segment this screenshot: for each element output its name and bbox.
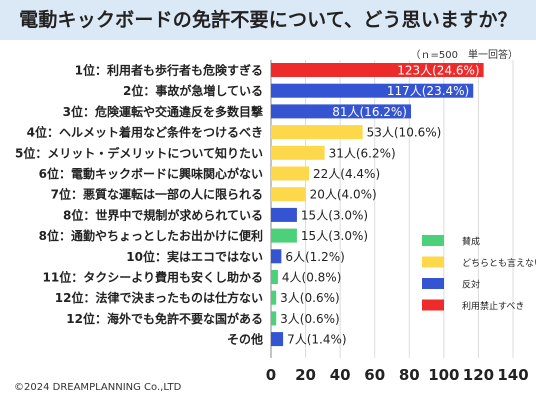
legend-label: 賛成 — [462, 236, 480, 248]
bar — [271, 63, 484, 77]
value-label: 3人(0.6%) — [280, 312, 340, 326]
bar — [271, 125, 363, 140]
bar — [271, 166, 310, 181]
category-label: 4位：ヘルメット着用など条件をつけるべき — [27, 125, 263, 140]
legend-swatch — [422, 278, 444, 289]
bar — [271, 270, 278, 284]
bar — [271, 104, 412, 119]
value-label: 81人(16.2%) — [332, 105, 407, 119]
category-label: 8位：通勤やちょっとしたお出かけに便利 — [39, 228, 263, 243]
x-tick-label: 40 — [330, 366, 351, 384]
bars-group — [271, 63, 484, 347]
bar — [271, 332, 284, 347]
value-labels: 123人(24.6%) 117人(23.4%) 81人(16.2%) 53人(10.6… — [280, 64, 479, 347]
value-label: 15人(3.0%) — [301, 229, 368, 243]
value-label: 31人(6.2%) — [329, 146, 396, 160]
x-tick-label: 20 — [295, 366, 316, 384]
category-label: 2位：事故が急増している — [123, 83, 263, 98]
category-label: 11位：タクシーより費用も安くし助かる — [43, 270, 263, 285]
x-tick-label: 0 — [266, 366, 276, 384]
value-label: 117人(23.4%) — [387, 84, 469, 98]
chart-title: 電動キックボードの免許不要について、どう思いますか？ — [19, 9, 517, 31]
value-label: 53人(10.6%) — [367, 126, 442, 140]
x-tick-label: 140 — [497, 366, 528, 384]
copyright-text: ©2024 DREAMPLANNING Co.,LTD — [14, 382, 182, 393]
category-label: 7位：悪質な運転は一部の人に限られる — [51, 187, 263, 202]
x-tick-labels: 0 20 40 60 80 100 120 140 — [266, 366, 529, 384]
category-label: 6位：電動キックボードに興味関心がない — [39, 166, 263, 181]
category-label: 12位：海外でも免許不要な国がある — [66, 311, 263, 326]
bar — [271, 187, 306, 202]
value-label: 123人(24.6%) — [397, 64, 479, 78]
bar — [271, 207, 297, 222]
title-band — [0, 0, 536, 40]
bar — [271, 249, 282, 264]
value-label: 15人(3.0%) — [301, 208, 368, 222]
category-label: 5位：メリット・デメリットについて知りたい — [15, 145, 263, 160]
category-label: 10位：実はエコではない — [126, 249, 263, 264]
legend-swatch — [422, 299, 444, 311]
category-label: 3位：危険運転や交通違反を多数目撃 — [63, 104, 263, 119]
bar — [271, 311, 277, 326]
category-labels: 1位：利用者も歩行者も危険すぎる 2位：事故が急増している 3位：危険運転や交通違反… — [15, 63, 263, 347]
bar — [271, 83, 474, 98]
legend-label: どちらとも言えない — [462, 257, 536, 269]
x-tick-label: 120 — [463, 366, 494, 384]
category-label: 12位：法律で決まったものは仕方ない — [55, 290, 263, 305]
bar — [271, 145, 325, 160]
category-label: その他 — [227, 332, 263, 347]
x-tick-label: 60 — [364, 366, 385, 384]
category-label: 8位：世界中で規制が求められている — [63, 207, 263, 222]
value-label: 4人(0.8%) — [282, 271, 342, 285]
value-label: 20人(4.0%) — [310, 188, 377, 202]
bar — [271, 290, 277, 305]
legend-swatch — [422, 235, 444, 246]
x-tick-label: 100 — [428, 366, 459, 384]
sample-note: （ｎ=500 単一回答） — [410, 50, 518, 61]
category-label: 1位：利用者も歩行者も危険すぎる — [75, 63, 263, 78]
value-label: 22人(4.4%) — [313, 167, 380, 181]
x-tick-label: 80 — [399, 366, 420, 384]
legend-label: 利用禁止すべき — [462, 300, 524, 312]
value-label: 6人(1.2%) — [285, 250, 345, 264]
value-label: 7人(1.4%) — [287, 333, 347, 347]
bar — [271, 228, 297, 243]
legend-label: 反対 — [462, 279, 480, 291]
value-label: 3人(0.6%) — [280, 291, 340, 305]
legend-swatch — [422, 256, 444, 268]
